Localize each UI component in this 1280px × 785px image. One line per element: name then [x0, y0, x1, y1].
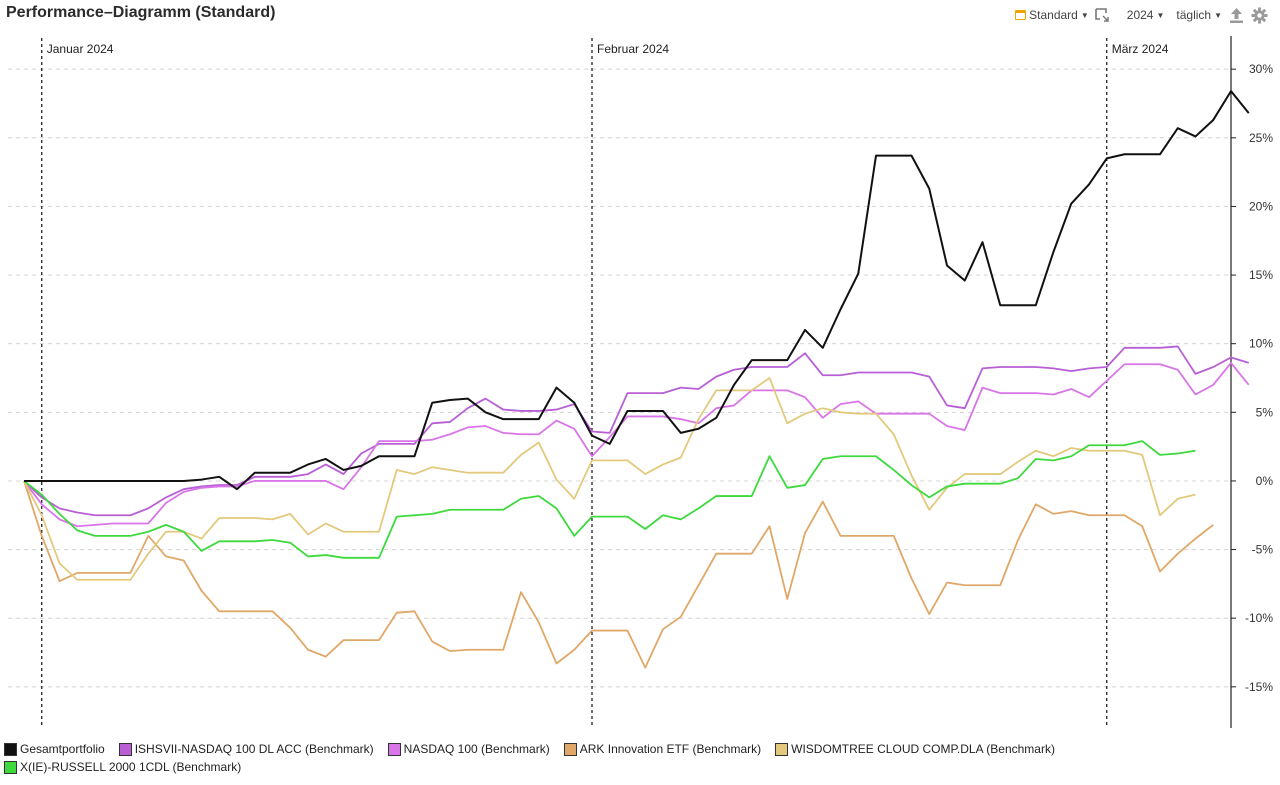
year-selector[interactable]: 2024 ▼ [1127, 8, 1165, 22]
y-tick-label: -5% [1252, 543, 1274, 557]
year-selector-label: 2024 [1126, 8, 1154, 22]
upload-icon [1230, 7, 1243, 23]
chevron-down-icon: ▼ [1156, 10, 1165, 20]
interval-selector-label: täglich [1176, 8, 1212, 22]
expand-icon [1094, 8, 1109, 22]
legend-swatch [563, 742, 577, 756]
legend-label: ISHSVII-NASDAQ 100 DL ACC (Benchmark) [134, 742, 374, 756]
legend-item[interactable]: ISHSVII-NASDAQ 100 DL ACC (Benchmark) [118, 742, 374, 756]
y-tick-label: 15% [1249, 268, 1273, 282]
legend-item[interactable]: Gesamtportfolio [4, 742, 105, 756]
y-tick-label: 25% [1249, 131, 1273, 145]
legend-label: NASDAQ 100 (Benchmark) [403, 742, 550, 756]
legend-item[interactable]: ARK Innovation ETF (Benchmark) [563, 742, 762, 756]
chevron-down-icon: ▼ [1214, 10, 1222, 20]
y-tick-label: 0% [1256, 474, 1274, 488]
series-line [24, 90, 1250, 491]
y-tick-label: 20% [1249, 199, 1273, 213]
legend-swatch [387, 742, 401, 756]
legend-label: WISDOMTREE CLOUD COMP.DLA (Benchmark) [791, 742, 1055, 756]
legend-item[interactable]: WISDOMTREE CLOUD COMP.DLA (Benchmark) [775, 742, 1055, 756]
performance-chart: 30% 25% 20% 15% 10% 5% 0% -5% -10% -15% Januar 202… [0, 28, 1280, 738]
legend-swatch [4, 742, 17, 756]
settings-button[interactable] [1251, 6, 1268, 24]
series-line [23, 362, 1250, 528]
chart-toolbar: Standard ▼ 2024 ▼ täglich ▼ [1015, 4, 1268, 26]
calendar-icon [1015, 10, 1027, 20]
view-selector-label: Standard [1029, 8, 1078, 22]
chevron-down-icon: ▼ [1080, 10, 1089, 20]
series-line [23, 480, 1214, 669]
month-marker-label: Februar 2024 [597, 42, 669, 56]
chart-svg: 30% 25% 20% 15% 10% 5% 0% -5% -10% -15% Januar 202… [8, 36, 1274, 728]
y-tick-label: -10% [1245, 611, 1273, 625]
expand-button[interactable] [1094, 8, 1109, 22]
view-selector[interactable]: Standard ▼ [1015, 8, 1089, 22]
legend-swatch [775, 742, 789, 756]
interval-selector[interactable]: täglich ▼ [1176, 8, 1222, 22]
y-tick-label: 30% [1249, 62, 1273, 76]
chart-legend: Gesamtportfolio ISHSVII-NASDAQ 100 DL ACC… [4, 742, 1274, 774]
y-tick-label: 5% [1256, 405, 1274, 419]
series-line [23, 440, 1196, 559]
export-button[interactable] [1228, 7, 1245, 24]
legend-swatch [4, 760, 17, 774]
series-line [23, 377, 1196, 581]
y-tick-label: 10% [1249, 337, 1273, 351]
legend-label: ARK Innovation ETF (Benchmark) [579, 742, 762, 756]
legend-label: Gesamtportfolio [20, 742, 105, 756]
month-marker-label: März 2024 [1112, 42, 1169, 56]
y-tick-label: -15% [1245, 680, 1273, 694]
legend-swatch [118, 742, 132, 756]
legend-item[interactable]: X(IE)-RUSSELL 2000 1CDL (Benchmark) [4, 760, 241, 774]
month-marker-label: Januar 2024 [47, 42, 114, 56]
page-title: Performance–Diagramm (Standard) [6, 4, 276, 21]
legend-item[interactable]: NASDAQ 100 (Benchmark) [387, 742, 550, 756]
gear-icon [1251, 6, 1268, 24]
series-line [23, 345, 1250, 517]
legend-label: X(IE)-RUSSELL 2000 1CDL (Benchmark) [20, 760, 242, 774]
